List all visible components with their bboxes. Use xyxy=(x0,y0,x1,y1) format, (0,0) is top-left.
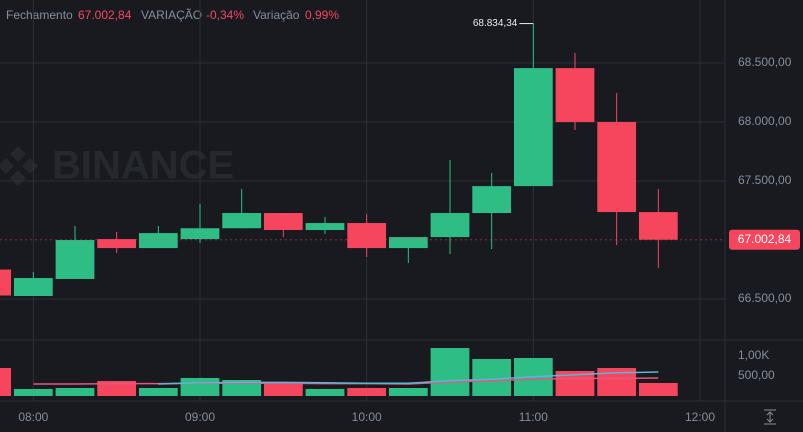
candle-body xyxy=(13,278,53,296)
volume-bar xyxy=(472,359,512,396)
candle-body xyxy=(347,223,387,249)
candle-body xyxy=(180,228,220,240)
y-tick-label: 67.500,00 xyxy=(738,173,792,187)
candle-body xyxy=(597,122,637,213)
candle-body xyxy=(0,269,12,296)
autoscale-icon[interactable] xyxy=(764,409,776,425)
y-tick-label: 66.500,00 xyxy=(738,291,792,305)
high-label: 68.834,34 xyxy=(473,18,518,29)
candle-body xyxy=(388,237,428,249)
volume-bar xyxy=(97,381,137,396)
candle-body xyxy=(263,213,303,231)
range-value: 0,99% xyxy=(305,8,339,22)
volume-bar xyxy=(638,383,678,396)
candle-body xyxy=(222,213,262,229)
candle-body xyxy=(513,68,553,187)
volume-bar xyxy=(263,384,303,396)
change-value: -0,34% xyxy=(206,8,244,22)
volume-bar xyxy=(138,388,178,396)
volume-bar xyxy=(13,389,53,396)
candle-body xyxy=(555,68,595,123)
y-tick-label: 68.000,00 xyxy=(738,114,792,128)
x-tick-label: 10:00 xyxy=(352,410,382,424)
last-price-label: 67.002,84 xyxy=(738,232,792,246)
volume-bar xyxy=(55,388,95,396)
volume-bar xyxy=(388,388,428,396)
candle-body xyxy=(638,212,678,240)
volume-bar xyxy=(430,348,470,396)
candle-body xyxy=(472,186,512,214)
y-tick-label: 68.500,00 xyxy=(738,55,792,69)
close-value: 67.002,84 xyxy=(78,8,132,22)
close-label: Fechamento xyxy=(6,8,73,22)
candle-body xyxy=(305,223,345,231)
volume-ma-line xyxy=(158,371,659,385)
watermark-logo xyxy=(0,146,38,186)
x-tick-label: 12:00 xyxy=(685,410,715,424)
volume-bar xyxy=(305,389,345,396)
candle-body xyxy=(55,240,95,279)
volume-tick-label: 500,00 xyxy=(738,368,775,382)
candle-body xyxy=(97,239,137,249)
volume-bar xyxy=(0,368,12,396)
volume-bar xyxy=(347,388,387,396)
x-tick-label: 11:00 xyxy=(519,410,548,424)
volume-tick-label: 1,00K xyxy=(738,348,769,362)
watermark: BINANCE xyxy=(52,144,234,188)
candle-body xyxy=(430,213,470,238)
volume-bar xyxy=(180,378,220,396)
x-tick-label: 08:00 xyxy=(18,410,48,424)
candle-body xyxy=(138,233,178,249)
last-price-tag xyxy=(729,229,800,250)
volume-bar xyxy=(222,380,262,396)
range-label: Variação xyxy=(253,8,300,22)
change-label: VARIAÇÃO xyxy=(141,8,202,22)
x-tick-label: 09:00 xyxy=(185,410,215,424)
